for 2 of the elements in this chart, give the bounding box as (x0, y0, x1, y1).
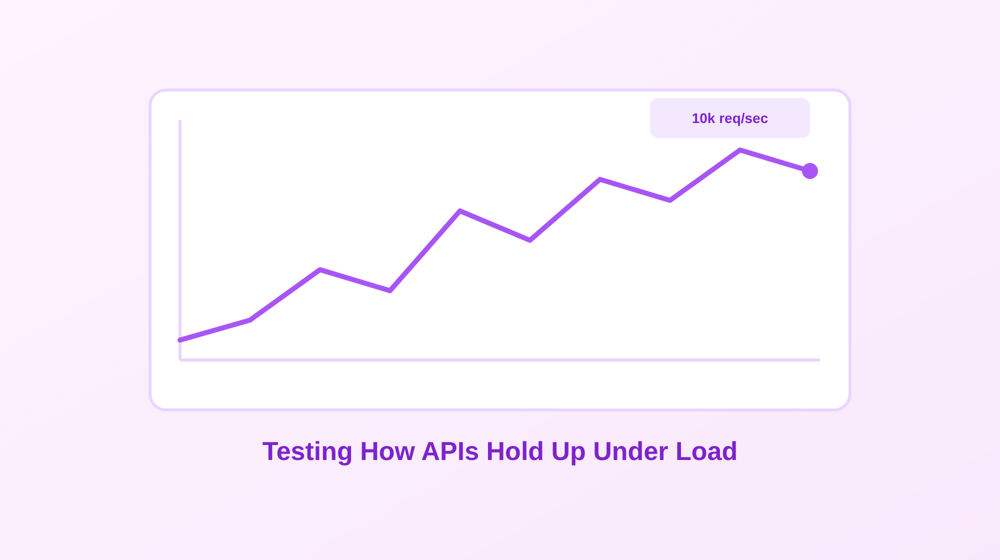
text: Testing How APIs Hold Up Under Load (262, 436, 738, 466)
text: 10k req/sec (692, 110, 768, 126)
